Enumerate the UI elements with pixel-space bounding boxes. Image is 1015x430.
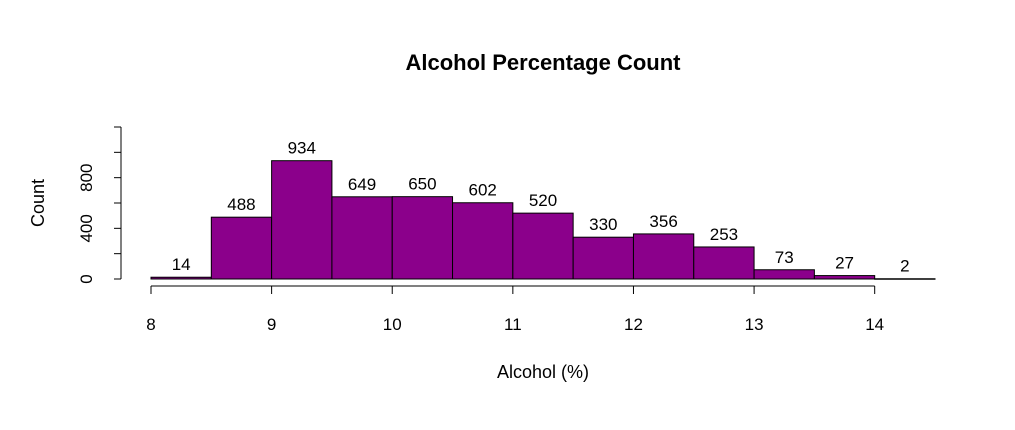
x-tick-label-4: 12 bbox=[624, 315, 643, 334]
x-tick-label-6: 14 bbox=[865, 315, 884, 334]
chart-title: Alcohol Percentage Count bbox=[405, 50, 681, 75]
data-label-2: 934 bbox=[288, 139, 316, 158]
bar-11 bbox=[813, 275, 876, 280]
bar-6 bbox=[512, 212, 574, 280]
bar-9 bbox=[693, 246, 755, 280]
x-tick-label-3: 11 bbox=[504, 315, 522, 334]
data-label-1: 488 bbox=[227, 195, 255, 214]
data-label-9: 253 bbox=[710, 225, 738, 244]
data-label-11: 27 bbox=[835, 254, 854, 273]
data-label-3: 649 bbox=[348, 175, 376, 194]
bar-2 bbox=[271, 160, 333, 280]
data-label-6: 520 bbox=[529, 191, 557, 210]
y-axis: 0 400 800 bbox=[77, 126, 122, 284]
x-tick-label-1: 9 bbox=[267, 315, 276, 334]
bar-7 bbox=[572, 236, 634, 280]
y-axis-label: Count bbox=[28, 179, 48, 227]
bar-4 bbox=[391, 196, 454, 280]
data-label-4: 650 bbox=[408, 175, 436, 194]
bar-8 bbox=[632, 233, 695, 280]
data-label-5: 602 bbox=[469, 181, 497, 200]
x-axis-label: Alcohol (%) bbox=[497, 362, 589, 382]
x-axis: 8 9 10 11 12 13 14 bbox=[146, 278, 935, 334]
y-tick-label-2: 800 bbox=[77, 163, 96, 191]
x-tick-label-2: 10 bbox=[383, 315, 402, 334]
x-tick-label-5: 13 bbox=[745, 315, 764, 334]
data-label-12: 2 bbox=[900, 257, 909, 276]
bars-group bbox=[150, 160, 936, 280]
data-label-10: 73 bbox=[775, 248, 794, 267]
y-tick-label-0: 0 bbox=[77, 274, 96, 283]
bar-1 bbox=[210, 216, 273, 280]
bar-5 bbox=[452, 202, 514, 280]
x-tick-label-0: 8 bbox=[146, 315, 155, 334]
y-tick-label-1: 400 bbox=[77, 214, 96, 242]
bar-10 bbox=[753, 269, 815, 280]
data-label-8: 356 bbox=[649, 212, 677, 231]
data-label-0: 14 bbox=[172, 255, 191, 274]
data-labels-group: 14 488 934 649 650 602 520 330 356 253 73 27 2 bbox=[172, 139, 910, 276]
bar-3 bbox=[331, 196, 393, 280]
data-label-7: 330 bbox=[589, 215, 617, 234]
